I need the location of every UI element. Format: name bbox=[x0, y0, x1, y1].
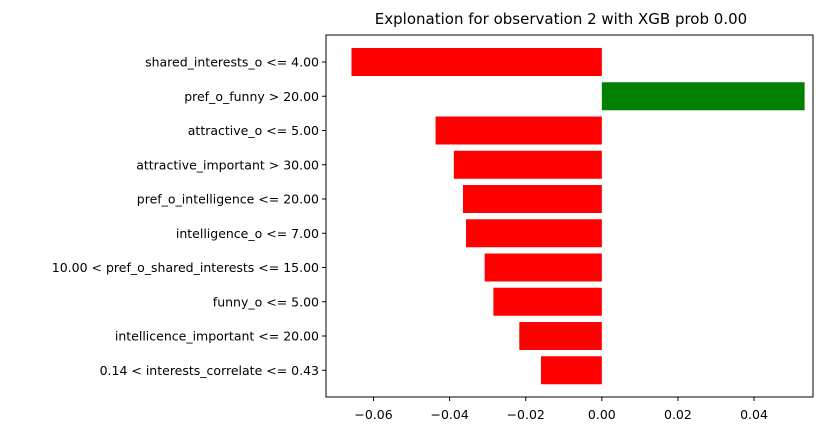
bar-5 bbox=[466, 219, 602, 248]
x-tick-label: 0.04 bbox=[740, 407, 768, 422]
bar-1 bbox=[601, 82, 805, 111]
bar-8 bbox=[519, 322, 602, 350]
bars-group bbox=[351, 48, 805, 385]
x-tick-label: 0.00 bbox=[588, 407, 616, 422]
x-tick-label: −0.04 bbox=[430, 407, 468, 422]
x-axis: −0.06 −0.04 −0.02 0.00 0.02 0.04 bbox=[354, 397, 768, 422]
bar-2 bbox=[435, 116, 602, 145]
category-label: shared_interests_o <= 4.00 bbox=[145, 55, 319, 70]
category-label: attractive_important > 30.00 bbox=[136, 157, 319, 172]
bar-0 bbox=[351, 48, 602, 76]
bar-7 bbox=[493, 287, 602, 316]
bar-6 bbox=[484, 253, 602, 282]
plot-frame bbox=[325, 34, 814, 398]
x-tick-label: 0.02 bbox=[664, 407, 692, 422]
bar-4 bbox=[462, 185, 602, 213]
category-label: intellicence_important <= 20.00 bbox=[115, 329, 319, 344]
bar-3 bbox=[453, 150, 602, 179]
category-label: 10.00 < pref_o_shared_interests <= 15.00 bbox=[52, 260, 319, 275]
category-label: 0.14 < interests_correlate <= 0.43 bbox=[100, 363, 319, 378]
x-tick-label: −0.02 bbox=[507, 407, 545, 422]
category-label: intelligence_o <= 7.00 bbox=[176, 226, 319, 241]
category-label: attractive_o <= 5.00 bbox=[188, 123, 319, 138]
bar-9 bbox=[540, 356, 602, 385]
x-tick-label: −0.06 bbox=[354, 407, 392, 422]
chart-title: Explonation for observation 2 with XGB p… bbox=[375, 10, 747, 28]
category-labels-group: shared_interests_o <= 4.00 pref_o_funny >… bbox=[52, 55, 326, 378]
category-label: pref_o_funny > 20.00 bbox=[184, 89, 319, 104]
category-label: pref_o_intelligence <= 20.00 bbox=[137, 192, 319, 207]
category-label: funny_o <= 5.00 bbox=[213, 294, 319, 309]
